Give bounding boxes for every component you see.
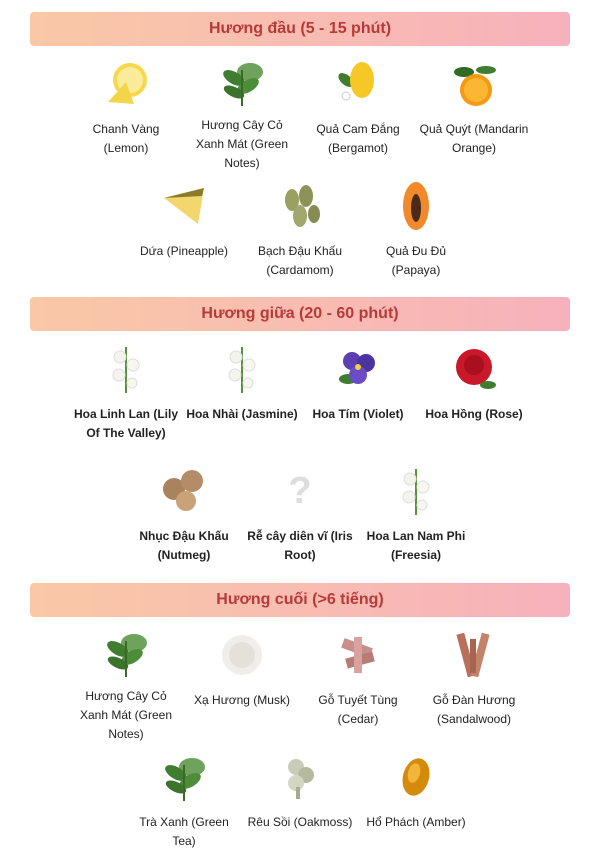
note-label: Gỗ Tuyết Tùng (Cedar) (318, 693, 398, 726)
note-item[interactable]: Trà Xanh (Green Tea) (126, 749, 242, 861)
note-item[interactable]: ? Rễ cây diên vĩ (Iris Root) (242, 463, 358, 575)
note-item[interactable]: Gỗ Đàn Hương (Sandalwood) (416, 627, 532, 739)
note-label: Hoa Nhài (Jasmine) (186, 407, 298, 421)
note-label: Hổ Phách (Amber) (366, 815, 466, 829)
lemon-icon (98, 56, 154, 112)
note-row: Chanh Vàng (Lemon) Hương Cây Cỏ Xanh Mát … (30, 56, 570, 170)
note-label: Chanh Vàng (Lemon) (92, 122, 160, 155)
note-label: Rễ cây diên vĩ (Iris Root) (247, 529, 353, 562)
leaves-icon (156, 749, 212, 805)
sandalwood-icon (446, 627, 502, 683)
note-item[interactable]: Xạ Hương (Musk) (184, 627, 300, 739)
cedar-icon (330, 627, 386, 683)
note-row: Nhục Đậu Khấu (Nutmeg)? Rễ cây diên vĩ (I… (30, 463, 570, 575)
white-flower-icon (388, 463, 444, 519)
note-item[interactable]: Hương Cây Cỏ Xanh Mát (Green Notes) (184, 56, 300, 170)
violet-icon (330, 341, 386, 397)
note-item[interactable]: Hoa Hồng (Rose) (416, 341, 532, 453)
note-label: Hoa Tím (Violet) (312, 407, 404, 421)
note-label: Hoa Lan Nam Phi (Freesia) (366, 529, 466, 562)
note-item[interactable]: Quả Quýt (Mandarin Orange) (416, 56, 532, 168)
oakmoss-icon (272, 749, 328, 805)
musk-icon (214, 627, 270, 683)
leaves-icon (214, 56, 270, 108)
note-row: Hoa Linh Lan (Lily Of The Valley) Hoa Nhà… (30, 341, 570, 453)
note-label: Hoa Hồng (Rose) (425, 407, 523, 421)
note-item[interactable]: Rêu Sồi (Oakmoss) (242, 749, 358, 861)
papaya-icon (388, 178, 444, 234)
note-label: Hoa Linh Lan (Lily Of The Valley) (74, 407, 178, 440)
section-header: Hương giữa (20 - 60 phút) (30, 297, 570, 331)
white-flower-icon (214, 341, 270, 397)
note-item[interactable]: Hoa Nhài (Jasmine) (184, 341, 300, 453)
note-item[interactable]: Hổ Phách (Amber) (358, 749, 474, 861)
note-item[interactable]: Hoa Lan Nam Phi (Freesia) (358, 463, 474, 575)
bergamot-icon (330, 56, 386, 112)
note-label: Nhục Đậu Khấu (Nutmeg) (139, 529, 229, 562)
note-label: Xạ Hương (Musk) (194, 693, 290, 707)
pineapple-icon (156, 178, 212, 234)
note-item[interactable]: Hương Cây Cỏ Xanh Mát (Green Notes) (68, 627, 184, 741)
note-label: Quả Quýt (Mandarin Orange) (419, 122, 529, 155)
note-item[interactable]: Dứa (Pineapple) (126, 178, 242, 290)
note-label: Hương Cây Cỏ Xanh Mát (Green Notes) (195, 118, 289, 170)
white-flower-icon (98, 341, 154, 397)
question-icon: ? (288, 469, 312, 512)
orange-icon (446, 56, 502, 112)
note-label: Hương Cây Cỏ Xanh Mát (Green Notes) (79, 689, 173, 741)
section-header: Hương cuối (>6 tiếng) (30, 583, 570, 617)
note-row: Dứa (Pineapple) Bạch Đậu Khấu (Cardamom) Q… (30, 178, 570, 290)
note-label: Bạch Đậu Khấu (Cardamom) (257, 244, 343, 277)
note-item[interactable]: Hoa Linh Lan (Lily Of The Valley) (68, 341, 184, 453)
section-top-notes: Hương đầu (5 - 15 phút) Chanh Vàng (Lemon… (30, 12, 570, 290)
note-label: Gỗ Đàn Hương (Sandalwood) (432, 693, 516, 726)
note-label: Trà Xanh (Green Tea) (139, 815, 229, 848)
note-row: Trà Xanh (Green Tea) Rêu Sồi (Oakmoss) Hổ … (30, 749, 570, 861)
cardamom-icon (272, 178, 328, 234)
note-label: Dứa (Pineapple) (139, 244, 229, 258)
section-middle-notes: Hương giữa (20 - 60 phút) Hoa Linh Lan (L… (30, 297, 570, 575)
note-item[interactable]: Quả Đu Đủ (Papaya) (358, 178, 474, 290)
note-item[interactable]: Hoa Tím (Violet) (300, 341, 416, 453)
note-item[interactable]: Chanh Vàng (Lemon) (68, 56, 184, 168)
note-label: Quả Cam Đắng (Bergamot) (316, 122, 400, 155)
nutmeg-icon (156, 463, 212, 519)
leaves-icon (98, 627, 154, 679)
note-label: Quả Đu Đủ (Papaya) (385, 244, 447, 277)
section-header: Hương đầu (5 - 15 phút) (30, 12, 570, 46)
note-item[interactable]: Gỗ Tuyết Tùng (Cedar) (300, 627, 416, 739)
note-item[interactable]: Nhục Đậu Khấu (Nutmeg) (126, 463, 242, 575)
rose-icon (446, 341, 502, 397)
note-item[interactable]: Quả Cam Đắng (Bergamot) (300, 56, 416, 168)
amber-icon (388, 749, 444, 805)
note-item[interactable]: Bạch Đậu Khấu (Cardamom) (242, 178, 358, 290)
note-label: Rêu Sồi (Oakmoss) (247, 815, 353, 829)
note-row: Hương Cây Cỏ Xanh Mát (Green Notes) Xạ Hư… (30, 627, 570, 741)
section-base-notes: Hương cuối (>6 tiếng) Hương Cây Cỏ Xanh M… (30, 583, 570, 861)
